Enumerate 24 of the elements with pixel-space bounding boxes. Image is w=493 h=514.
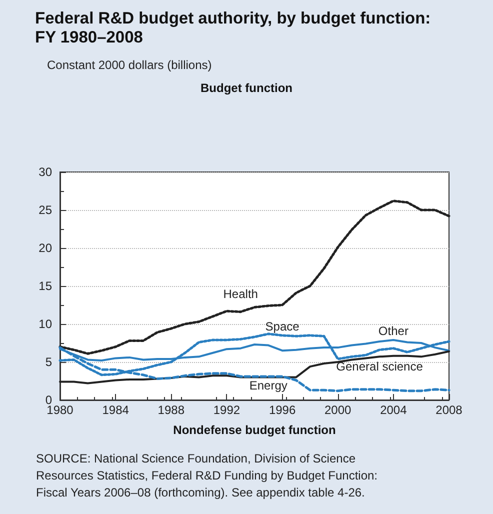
x-tick-label: 1988 [158,403,185,417]
x-tick-label: 1996 [268,403,296,417]
y-tick-label: 25 [38,203,52,217]
y-tick-label: 5 [45,355,52,369]
line-series [58,200,450,355]
series-label: Space [265,319,300,334]
chart-subtitle: Constant 2000 dollars (billions) [47,58,212,72]
chart-title: Federal R&D budget authority, by budget function: FY 1980–2008 [35,10,436,46]
x-tick-label: 2008 [436,403,463,417]
series-label: Other [378,324,408,338]
x-axis-title: Nondefense budget function [173,423,336,437]
x-tick-label: 2004 [380,403,408,417]
y-tick-label: 15 [38,279,52,293]
series-label: Health [223,286,258,301]
source-note: SOURCE: National Science Foundation, Division of Science Resources Statistics, Federal R&D Funding by Budget Function: Fiscal Years 2006–08 (forthcoming). See appendix table 4-26. [36,452,381,500]
y-tick-label: 20 [38,241,52,255]
x-tick-label: 1992 [213,403,240,417]
x-tick-label: 1984 [102,403,130,417]
y-tick-label: 30 [38,165,52,179]
series-label: General science [336,360,424,374]
series-label: Energy [249,378,288,392]
text: Budget function [200,81,292,95]
x-tick-label: 2000 [324,403,352,417]
y-tick-label: 10 [38,317,52,331]
